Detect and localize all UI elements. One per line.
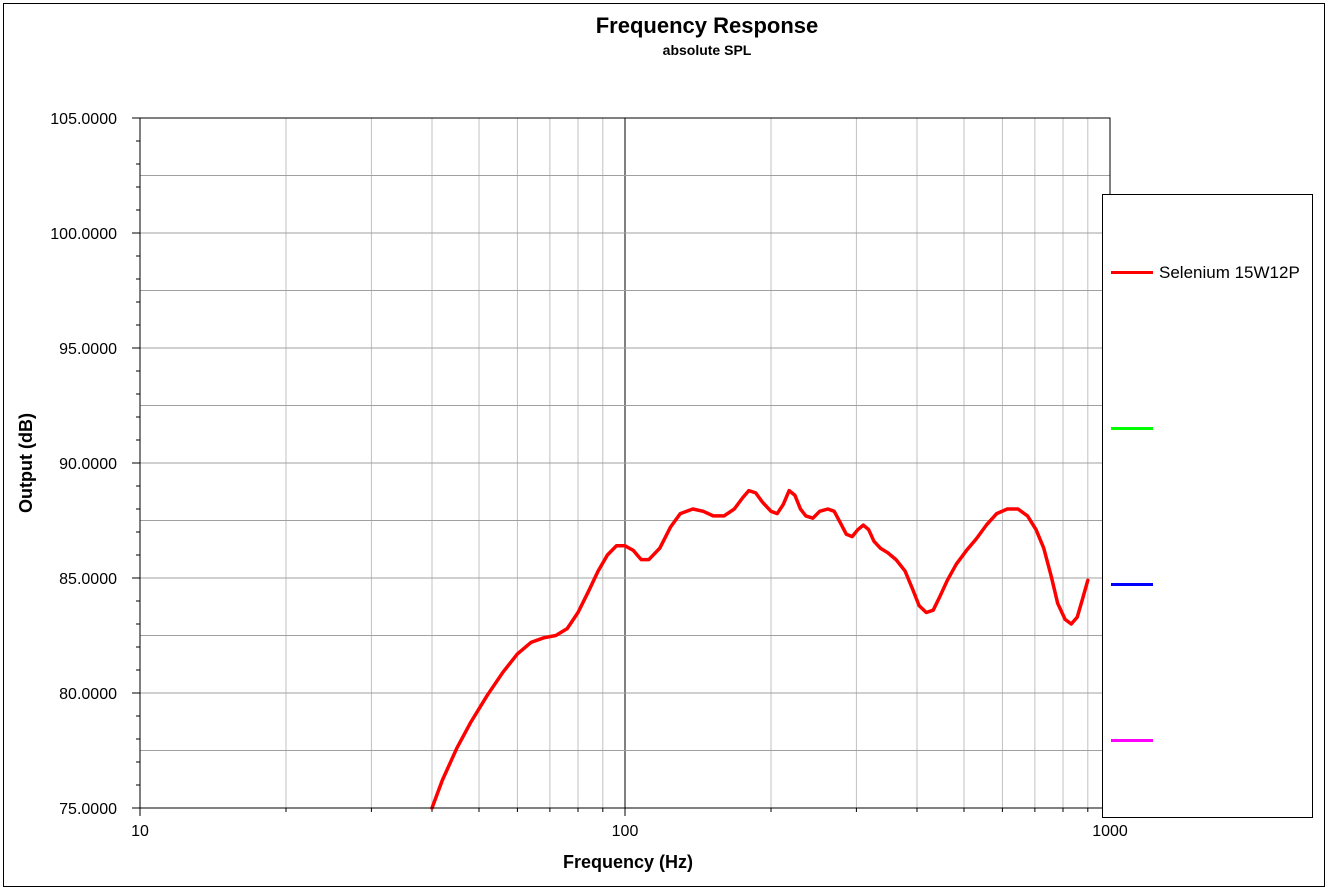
y-tick-label: 95.0000: [59, 341, 117, 358]
grid: [140, 118, 1110, 808]
axis-ticks: 75.0000 80.0000 85.0000 90.0000 95.0000 100.0…: [50, 111, 1128, 840]
x-tick-label: 10: [131, 823, 149, 840]
legend-entry-blue: [1109, 575, 1309, 595]
legend-entry-selenium: Selenium 15W12P: [1109, 263, 1309, 283]
legend-entry-green: [1109, 419, 1309, 439]
legend-entry-magenta: [1109, 731, 1309, 751]
x-axis-label: Frequency (Hz): [563, 852, 693, 872]
series-line-0: [430, 488, 1090, 810]
y-tick-label: 85.0000: [59, 571, 117, 588]
legend-swatch-blue: [1111, 583, 1153, 586]
x-tick-label: 100: [612, 823, 639, 840]
series-layer: [430, 488, 1090, 810]
legend-swatch-magenta: [1111, 739, 1153, 742]
y-tick-label: 90.0000: [59, 456, 117, 473]
legend-swatch-red: [1111, 271, 1153, 274]
legend-label: Selenium 15W12P: [1159, 263, 1300, 282]
chart-title: Frequency Response: [595, 13, 819, 38]
y-tick-label: 100.0000: [50, 226, 117, 243]
x-tick-label: 1000: [1092, 823, 1128, 840]
legend-swatch-green: [1111, 427, 1153, 430]
y-tick-label: 105.0000: [50, 111, 117, 128]
y-tick-label: 75.0000: [59, 801, 117, 818]
y-tick-label: 80.0000: [59, 686, 117, 703]
chart-subtitle: absolute SPL: [662, 42, 752, 58]
y-axis-label: Output (dB): [16, 413, 36, 513]
legend: Selenium 15W12P: [1102, 194, 1313, 818]
